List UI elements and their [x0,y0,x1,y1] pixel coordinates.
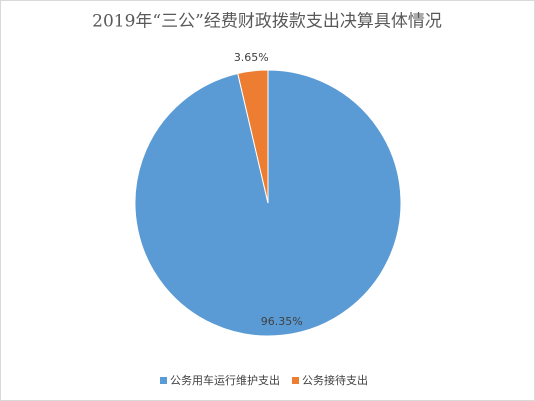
pie-slice [237,69,269,204]
legend-label: 公务接待支出 [302,373,368,387]
chart-title: 2019年“三公”经费财政拨款支出决算具体情况 [92,12,442,32]
legend-label: 公务用车运行维护支出 [170,373,280,387]
legend-swatch [160,377,167,384]
data-label: 3.65% [234,51,269,64]
legend-swatch [292,377,299,384]
data-label: 96.35% [261,315,303,328]
